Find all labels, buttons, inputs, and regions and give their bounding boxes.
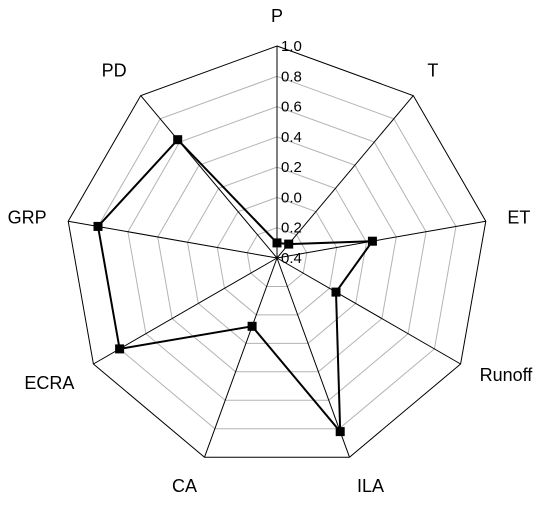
data-point-runoff <box>331 287 341 297</box>
axis-label-p: P <box>271 6 283 26</box>
axis-spoke-ca <box>204 257 278 458</box>
axis-spoke-grp <box>68 220 278 259</box>
grid-ring <box>157 136 397 373</box>
series-layer <box>93 135 377 437</box>
axis-spoke-ila <box>276 257 350 458</box>
data-point-t <box>284 239 294 249</box>
data-point-pd <box>173 135 183 145</box>
axis-label-layer: P T ET Runoff ILA CA ECRA GRP PD <box>8 6 534 496</box>
axis-label-ecra: ECRA <box>24 373 74 393</box>
data-point-ecra <box>115 344 125 354</box>
grid-ring <box>216 196 338 316</box>
grid-ring <box>127 106 427 401</box>
axis-label-et: ET <box>507 207 530 227</box>
tick-label: 0.4 <box>281 250 302 267</box>
axis-label-pd: PD <box>102 61 127 81</box>
tick-label: 1.0 <box>281 38 302 55</box>
axis-spoke-pd <box>140 95 278 259</box>
grid-ring <box>97 75 457 430</box>
tick-label: 0.6 <box>281 99 302 116</box>
axis-label-t: T <box>427 61 438 81</box>
axis-spoke-runoff <box>276 257 461 365</box>
data-point-et <box>367 236 377 246</box>
axis-label-grp: GRP <box>8 207 47 227</box>
tick-label: 0.8 <box>281 68 302 85</box>
data-point-p <box>272 238 282 248</box>
series-line <box>96 138 375 435</box>
outer-ring <box>67 45 487 458</box>
axis-label-ila: ILA <box>357 476 384 496</box>
grid-ring <box>186 166 368 344</box>
tick-label: 0.2 <box>281 159 302 176</box>
axis-spoke-et <box>276 220 486 259</box>
tick-label-layer: 0.4 0.2 0.0 0.2 0.4 0.6 0.8 1.0 <box>281 38 302 267</box>
tick-label: 0.4 <box>281 129 302 146</box>
tick-label: 0.0 <box>281 189 302 206</box>
axis-label-ca: CA <box>172 476 197 496</box>
grid-layer <box>67 45 487 458</box>
data-point-ila <box>335 427 345 437</box>
data-point-ca <box>247 321 257 331</box>
data-point-grp <box>93 221 103 231</box>
axis-label-runoff: Runoff <box>480 365 534 385</box>
tick-label: 0.2 <box>281 220 302 237</box>
axis-spoke-t <box>276 95 414 259</box>
